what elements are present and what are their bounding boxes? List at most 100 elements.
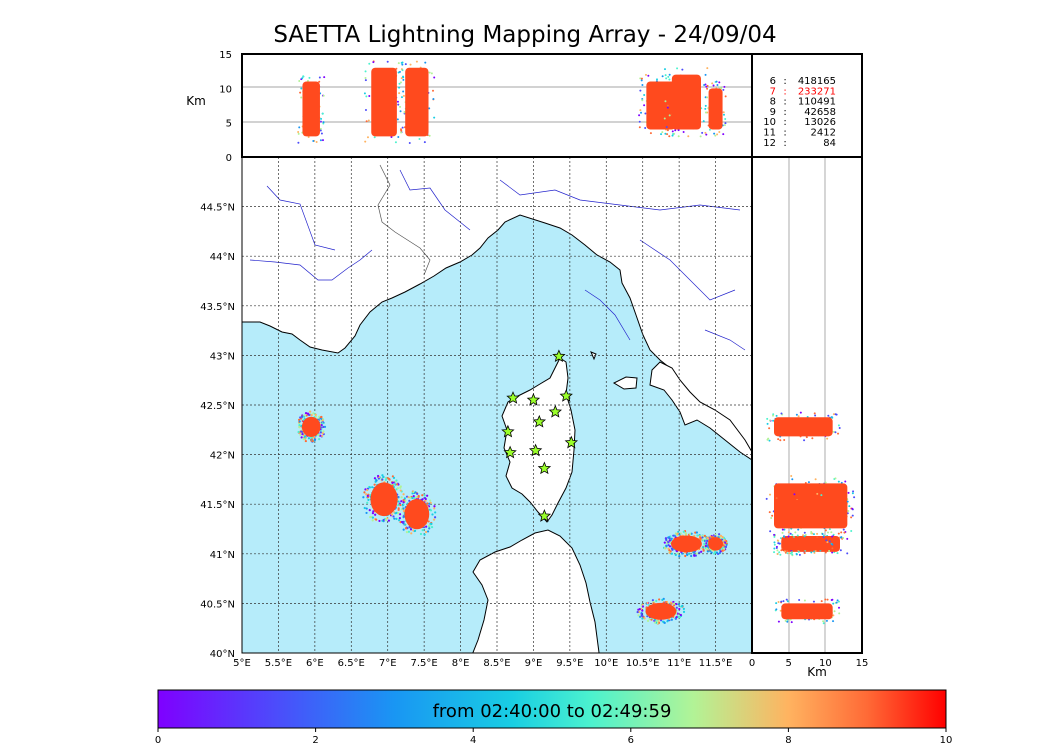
altitude-source xyxy=(830,531,833,534)
altitude-source xyxy=(831,551,834,554)
lightning-source xyxy=(722,544,725,547)
altitude-source xyxy=(640,111,643,114)
altitude-source xyxy=(773,541,776,544)
altitude-source xyxy=(837,480,840,483)
altitude-source xyxy=(308,76,311,79)
altitude-source xyxy=(834,413,837,416)
altitude-source xyxy=(404,63,407,66)
colorbar-tick-label: 6 xyxy=(628,735,634,746)
lightning-source xyxy=(715,551,718,554)
altitude-source xyxy=(322,121,325,124)
lightning-source xyxy=(667,547,670,550)
lightning-source xyxy=(665,544,668,547)
lightning-source xyxy=(371,519,374,522)
lon-tick-label: 5.5°E xyxy=(265,658,292,669)
altitude-source xyxy=(318,76,321,79)
altitude-source xyxy=(433,116,436,119)
altitude-source xyxy=(842,528,845,531)
lightning-source xyxy=(675,606,678,609)
lightning-source xyxy=(303,435,306,438)
altitude-source xyxy=(677,135,680,138)
altitude-source xyxy=(424,61,427,64)
altitude-source xyxy=(827,414,830,417)
altitude-source xyxy=(766,417,769,420)
altitude-source xyxy=(723,85,726,88)
lon-tick-label: 8.5°E xyxy=(483,658,510,669)
count-altitude: 9 xyxy=(770,107,776,118)
altitude-source xyxy=(399,110,402,113)
altitude-source xyxy=(781,531,784,534)
altitude-cell xyxy=(646,81,676,130)
lightning-source xyxy=(322,425,325,429)
altitude-source xyxy=(843,531,846,534)
altitude-source xyxy=(822,535,825,538)
lightning-source xyxy=(702,549,705,552)
count-sep: : xyxy=(783,76,786,87)
lightning-source xyxy=(321,432,324,435)
lightning-source xyxy=(363,506,366,510)
altitude-source xyxy=(667,75,670,78)
side-ticks: 0 5 10 15 xyxy=(749,658,869,669)
altitude-source xyxy=(773,543,776,546)
altitude-source xyxy=(828,550,831,553)
altitude-source xyxy=(400,131,403,134)
lightning-sources xyxy=(297,410,728,625)
lightning-source xyxy=(407,530,411,533)
altitude-source xyxy=(676,67,679,70)
count-altitude: 6 xyxy=(770,76,776,87)
lightning-source xyxy=(311,439,314,443)
lightning-source xyxy=(366,494,369,497)
lightning-source xyxy=(395,517,398,520)
altitude-source xyxy=(803,599,806,602)
lightning-source xyxy=(312,436,315,439)
lightning-source xyxy=(300,430,303,433)
altitude-cell xyxy=(708,88,723,130)
lightning-source xyxy=(371,486,374,489)
lightning-source xyxy=(678,607,681,611)
lightning-source xyxy=(648,617,651,620)
lightning-source xyxy=(397,504,400,507)
station-star xyxy=(548,404,562,418)
lightning-source xyxy=(369,516,372,519)
altitude-tick-label: 5 xyxy=(226,119,232,130)
station-star xyxy=(532,414,547,428)
lightning-source xyxy=(409,496,412,499)
lightning-source xyxy=(320,423,323,427)
lon-tick-label: 10.5°E xyxy=(626,658,660,669)
altitude-source xyxy=(779,553,782,556)
lightning-source xyxy=(307,437,311,440)
altitude-source xyxy=(783,550,786,553)
lightning-source xyxy=(667,544,670,547)
lightning-source xyxy=(375,518,378,521)
land-italy-lower xyxy=(649,361,752,461)
altitude-source xyxy=(801,534,804,537)
altitude-source xyxy=(851,514,854,517)
altitude-ticks: 0 5 10 15 xyxy=(219,50,232,164)
altitude-source xyxy=(812,600,815,603)
station-star xyxy=(501,424,515,438)
lightning-source xyxy=(667,536,671,539)
altitude-source xyxy=(771,514,774,517)
lightning-source xyxy=(672,602,676,605)
altitude-source xyxy=(814,549,817,552)
lon-tick-label: 7°E xyxy=(379,658,397,669)
lightning-source xyxy=(663,541,666,544)
altitude-tick-label: 15 xyxy=(856,658,869,669)
altitude-source xyxy=(724,118,727,121)
altitude-cell xyxy=(405,67,429,137)
altitude-cell xyxy=(671,74,701,130)
altitude-lon-panel: 0 5 10 15 Km xyxy=(186,50,753,164)
count-sep: : xyxy=(783,86,786,97)
altitude-source xyxy=(664,100,667,103)
altitude-source xyxy=(826,598,829,601)
altitude-source xyxy=(300,96,303,99)
altitude-source xyxy=(714,134,717,137)
lightning-source xyxy=(673,534,676,537)
altitude-source xyxy=(363,92,366,95)
lightning-source xyxy=(430,522,433,525)
altitude-tick-label: 0 xyxy=(749,658,755,669)
altitude-source xyxy=(644,73,647,76)
altitude-source xyxy=(799,411,802,414)
altitude-source xyxy=(810,532,813,535)
altitude-source xyxy=(766,422,769,425)
